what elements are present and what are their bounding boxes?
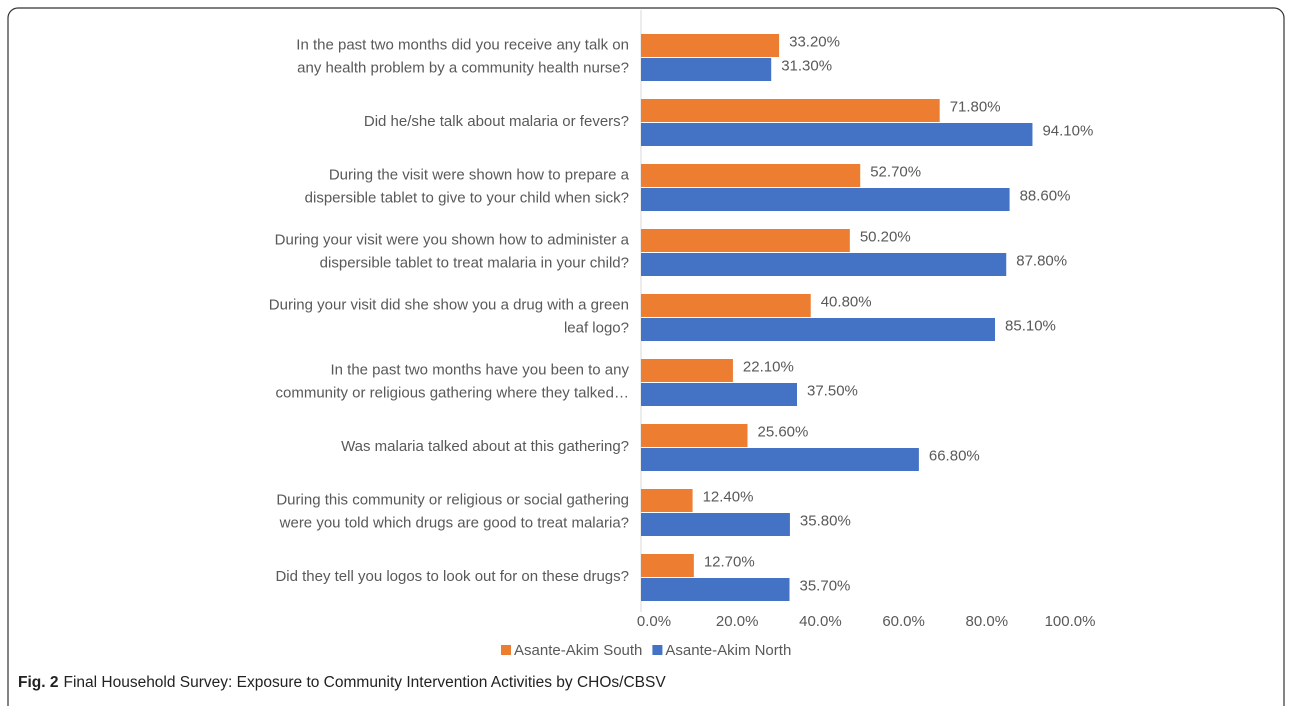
bar <box>641 294 811 317</box>
category-label: In the past two months did you receive a… <box>296 36 629 53</box>
value-label: 85.10% <box>1005 317 1056 334</box>
bar <box>641 424 748 447</box>
legend-label: Asante-Akim South <box>514 642 642 659</box>
category-label: During this community or religious or so… <box>276 491 629 508</box>
value-label: 88.60% <box>1020 187 1071 204</box>
value-label: 35.70% <box>800 577 851 594</box>
bar <box>641 513 790 536</box>
value-label: 35.80% <box>800 512 851 529</box>
bar <box>641 58 772 81</box>
category-label: leaf logo? <box>564 319 629 336</box>
category-label: During your visit were you shown how to … <box>275 231 630 248</box>
bar <box>641 123 1033 146</box>
bar <box>641 489 693 512</box>
category-label: In the past two months have you been to … <box>330 361 629 378</box>
value-label: 25.60% <box>757 423 808 440</box>
bar <box>641 164 861 187</box>
value-label: 37.50% <box>807 382 858 399</box>
x-tick-label: 40.0% <box>799 613 842 630</box>
value-label: 94.10% <box>1042 122 1093 139</box>
bar <box>641 34 780 57</box>
value-label: 50.20% <box>860 228 911 245</box>
value-label: 71.80% <box>950 98 1001 115</box>
legend-swatch <box>501 645 511 655</box>
category-label: were you told which drugs are good to tr… <box>279 514 629 531</box>
x-tick-label: 20.0% <box>716 613 759 630</box>
value-label: 66.80% <box>929 447 980 464</box>
category-label: dispersible tablet to treat malaria in y… <box>320 254 629 271</box>
legend-label: Asante-Akim North <box>665 642 791 659</box>
x-tick-label: 60.0% <box>882 613 925 630</box>
value-label: 40.80% <box>821 293 872 310</box>
bar <box>641 383 797 406</box>
value-label: 33.20% <box>789 33 840 50</box>
value-label: 22.10% <box>743 358 794 375</box>
bar <box>641 554 694 577</box>
bar <box>641 99 940 122</box>
caption-text: Final Household Survey: Exposure to Comm… <box>63 674 666 691</box>
bar <box>641 578 790 601</box>
category-label: During your visit did she show you a dru… <box>269 296 629 313</box>
value-label: 52.70% <box>870 163 921 180</box>
frame <box>7 7 1285 711</box>
legend-swatch <box>652 645 663 655</box>
bar <box>641 318 996 341</box>
value-label: 87.80% <box>1016 252 1067 269</box>
category-label: During the visit were shown how to prepa… <box>329 166 630 183</box>
x-tick-label: 80.0% <box>966 613 1009 630</box>
category-label: Did he/she talk about malaria or fevers? <box>364 113 629 130</box>
category-label: dispersible tablet to give to your child… <box>305 189 629 206</box>
bar <box>641 253 1007 276</box>
value-label: 12.70% <box>704 553 755 570</box>
category-label: Was malaria talked about at this gatheri… <box>341 438 629 455</box>
category-label: Did they tell you logos to look out for … <box>275 568 629 585</box>
x-tick-label: 0.0% <box>637 613 671 630</box>
bar <box>641 448 919 471</box>
category-label: community or religious gathering where t… <box>275 384 629 401</box>
value-label: 12.40% <box>703 488 754 505</box>
bar <box>641 188 1010 211</box>
bar <box>641 359 733 382</box>
caption: Fig. 2 Final Household Survey: Exposure t… <box>18 674 666 691</box>
category-label: any health problem by a community health… <box>297 59 629 76</box>
value-label: 31.30% <box>781 57 832 74</box>
x-tick-label: 100.0% <box>1045 613 1096 630</box>
bar <box>641 229 850 252</box>
caption-label: Fig. 2 <box>18 674 58 691</box>
